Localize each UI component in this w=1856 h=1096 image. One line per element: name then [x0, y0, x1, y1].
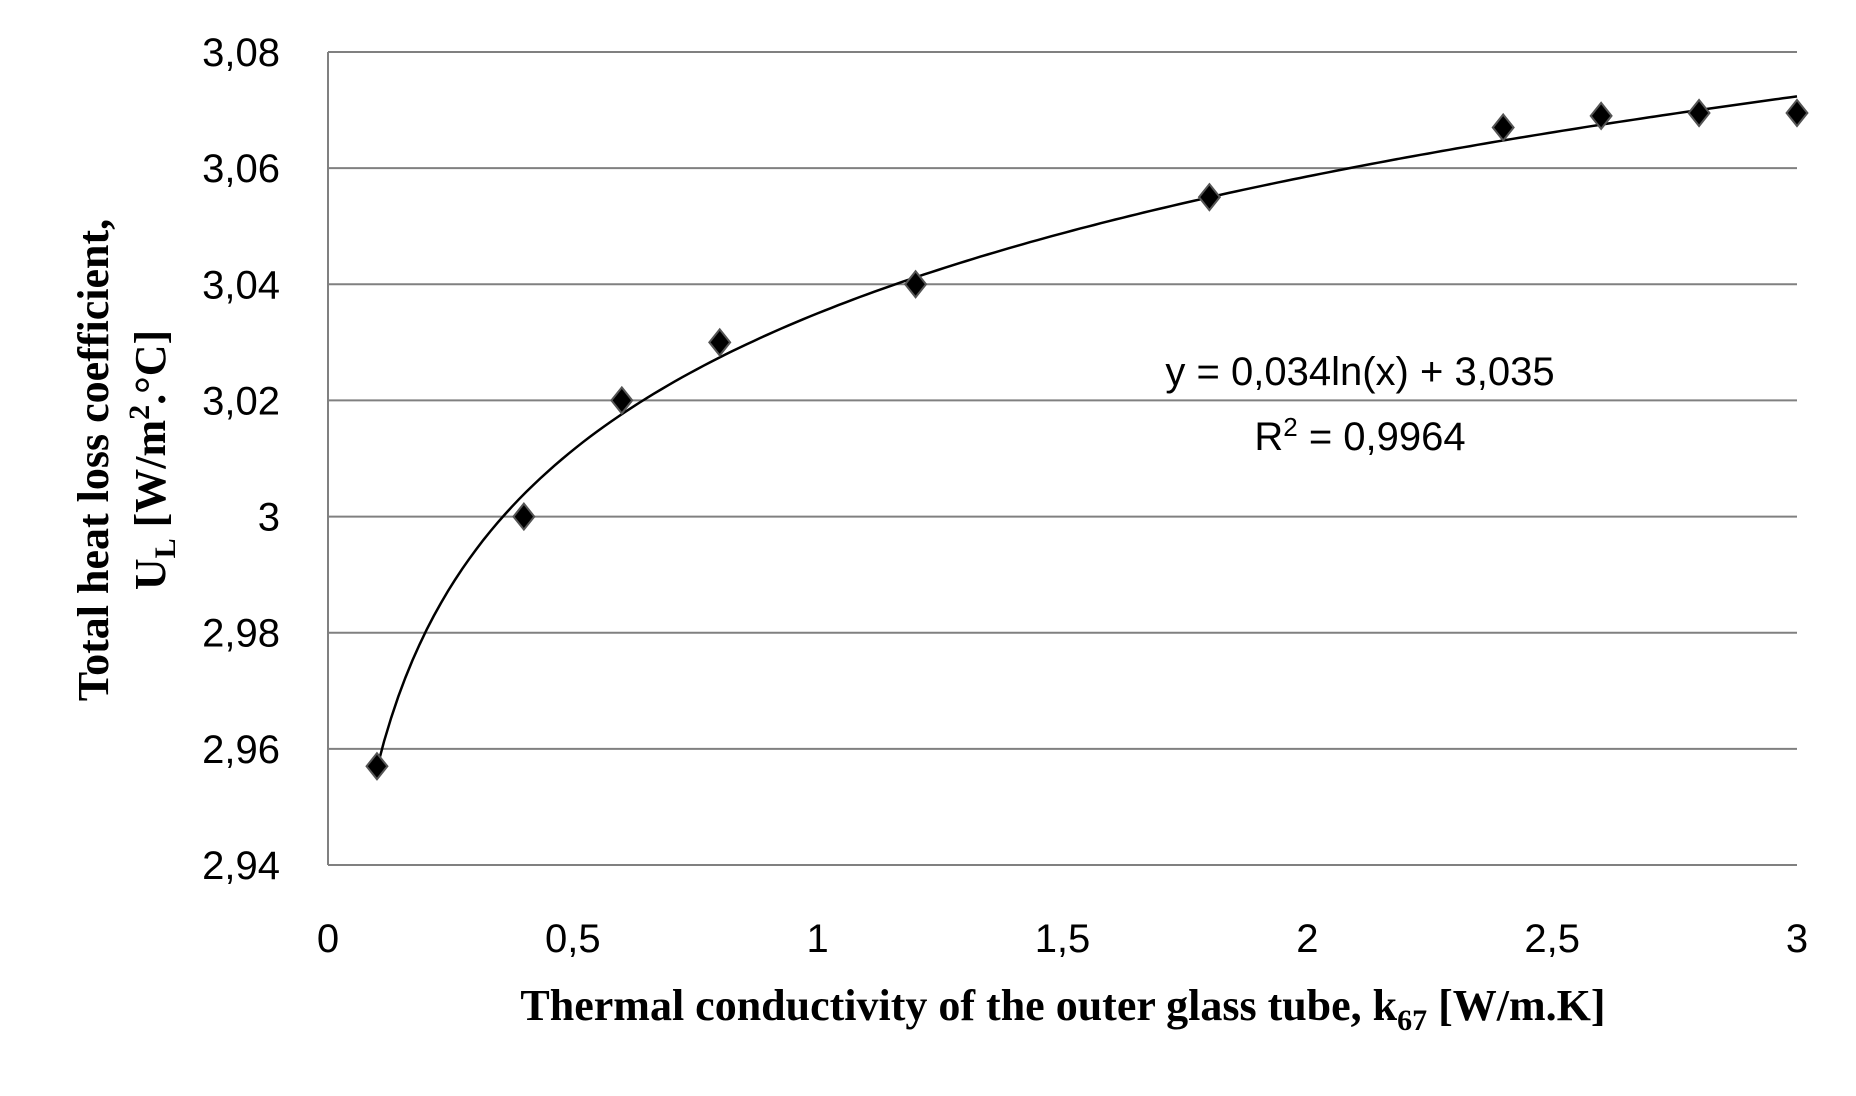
trendline-equation: y = 0,034ln(x) + 3,035 [1165, 350, 1554, 394]
y-tick-labels: 2,94 2,96 2,98 3 3,02 3,04 3,06 3,08 [202, 31, 280, 888]
data-point [1589, 101, 1613, 131]
data-point [1785, 98, 1809, 128]
y-tick-label: 2,94 [202, 844, 280, 888]
r-squared: R2 = 0,9964 [1254, 412, 1465, 459]
y-tick-label: 2,98 [202, 612, 280, 656]
y-tick-label: 3,02 [202, 379, 280, 423]
x-axis-title: Thermal conductivity of the outer glass … [520, 981, 1605, 1037]
data-point [1687, 98, 1711, 128]
x-tick-label: 1,5 [1035, 917, 1091, 961]
data-point [1491, 112, 1515, 143]
data-point [903, 269, 928, 299]
x-tick-label: 0,5 [545, 917, 601, 961]
data-point [512, 501, 536, 532]
data-points [365, 98, 1809, 781]
x-tick-label: 3 [1786, 917, 1808, 961]
x-tick-label: 1 [807, 917, 829, 961]
x-tick-label: 0 [317, 917, 339, 961]
trendline [375, 95, 1798, 769]
x-tick-label: 2,5 [1524, 917, 1580, 961]
data-point [610, 385, 634, 416]
gridlines [328, 51, 1797, 866]
x-tick-label: 2 [1296, 917, 1318, 961]
y-tick-label: 3,08 [202, 31, 280, 75]
y-tick-label: 3,04 [202, 263, 280, 307]
data-point [365, 751, 389, 781]
x-tick-labels: 0 0,5 1 1,5 2 2,5 3 [317, 917, 1808, 961]
y-tick-label: 2,96 [202, 728, 280, 772]
y-tick-label: 3 [258, 496, 280, 540]
y-axis-title-line1: Total heat loss coefficient, [69, 219, 118, 701]
data-point [708, 327, 732, 357]
data-point [1197, 182, 1222, 212]
y-tick-label: 3,06 [202, 147, 280, 191]
y-axis-title-line2: UL [W/m2.°C] [123, 330, 182, 590]
